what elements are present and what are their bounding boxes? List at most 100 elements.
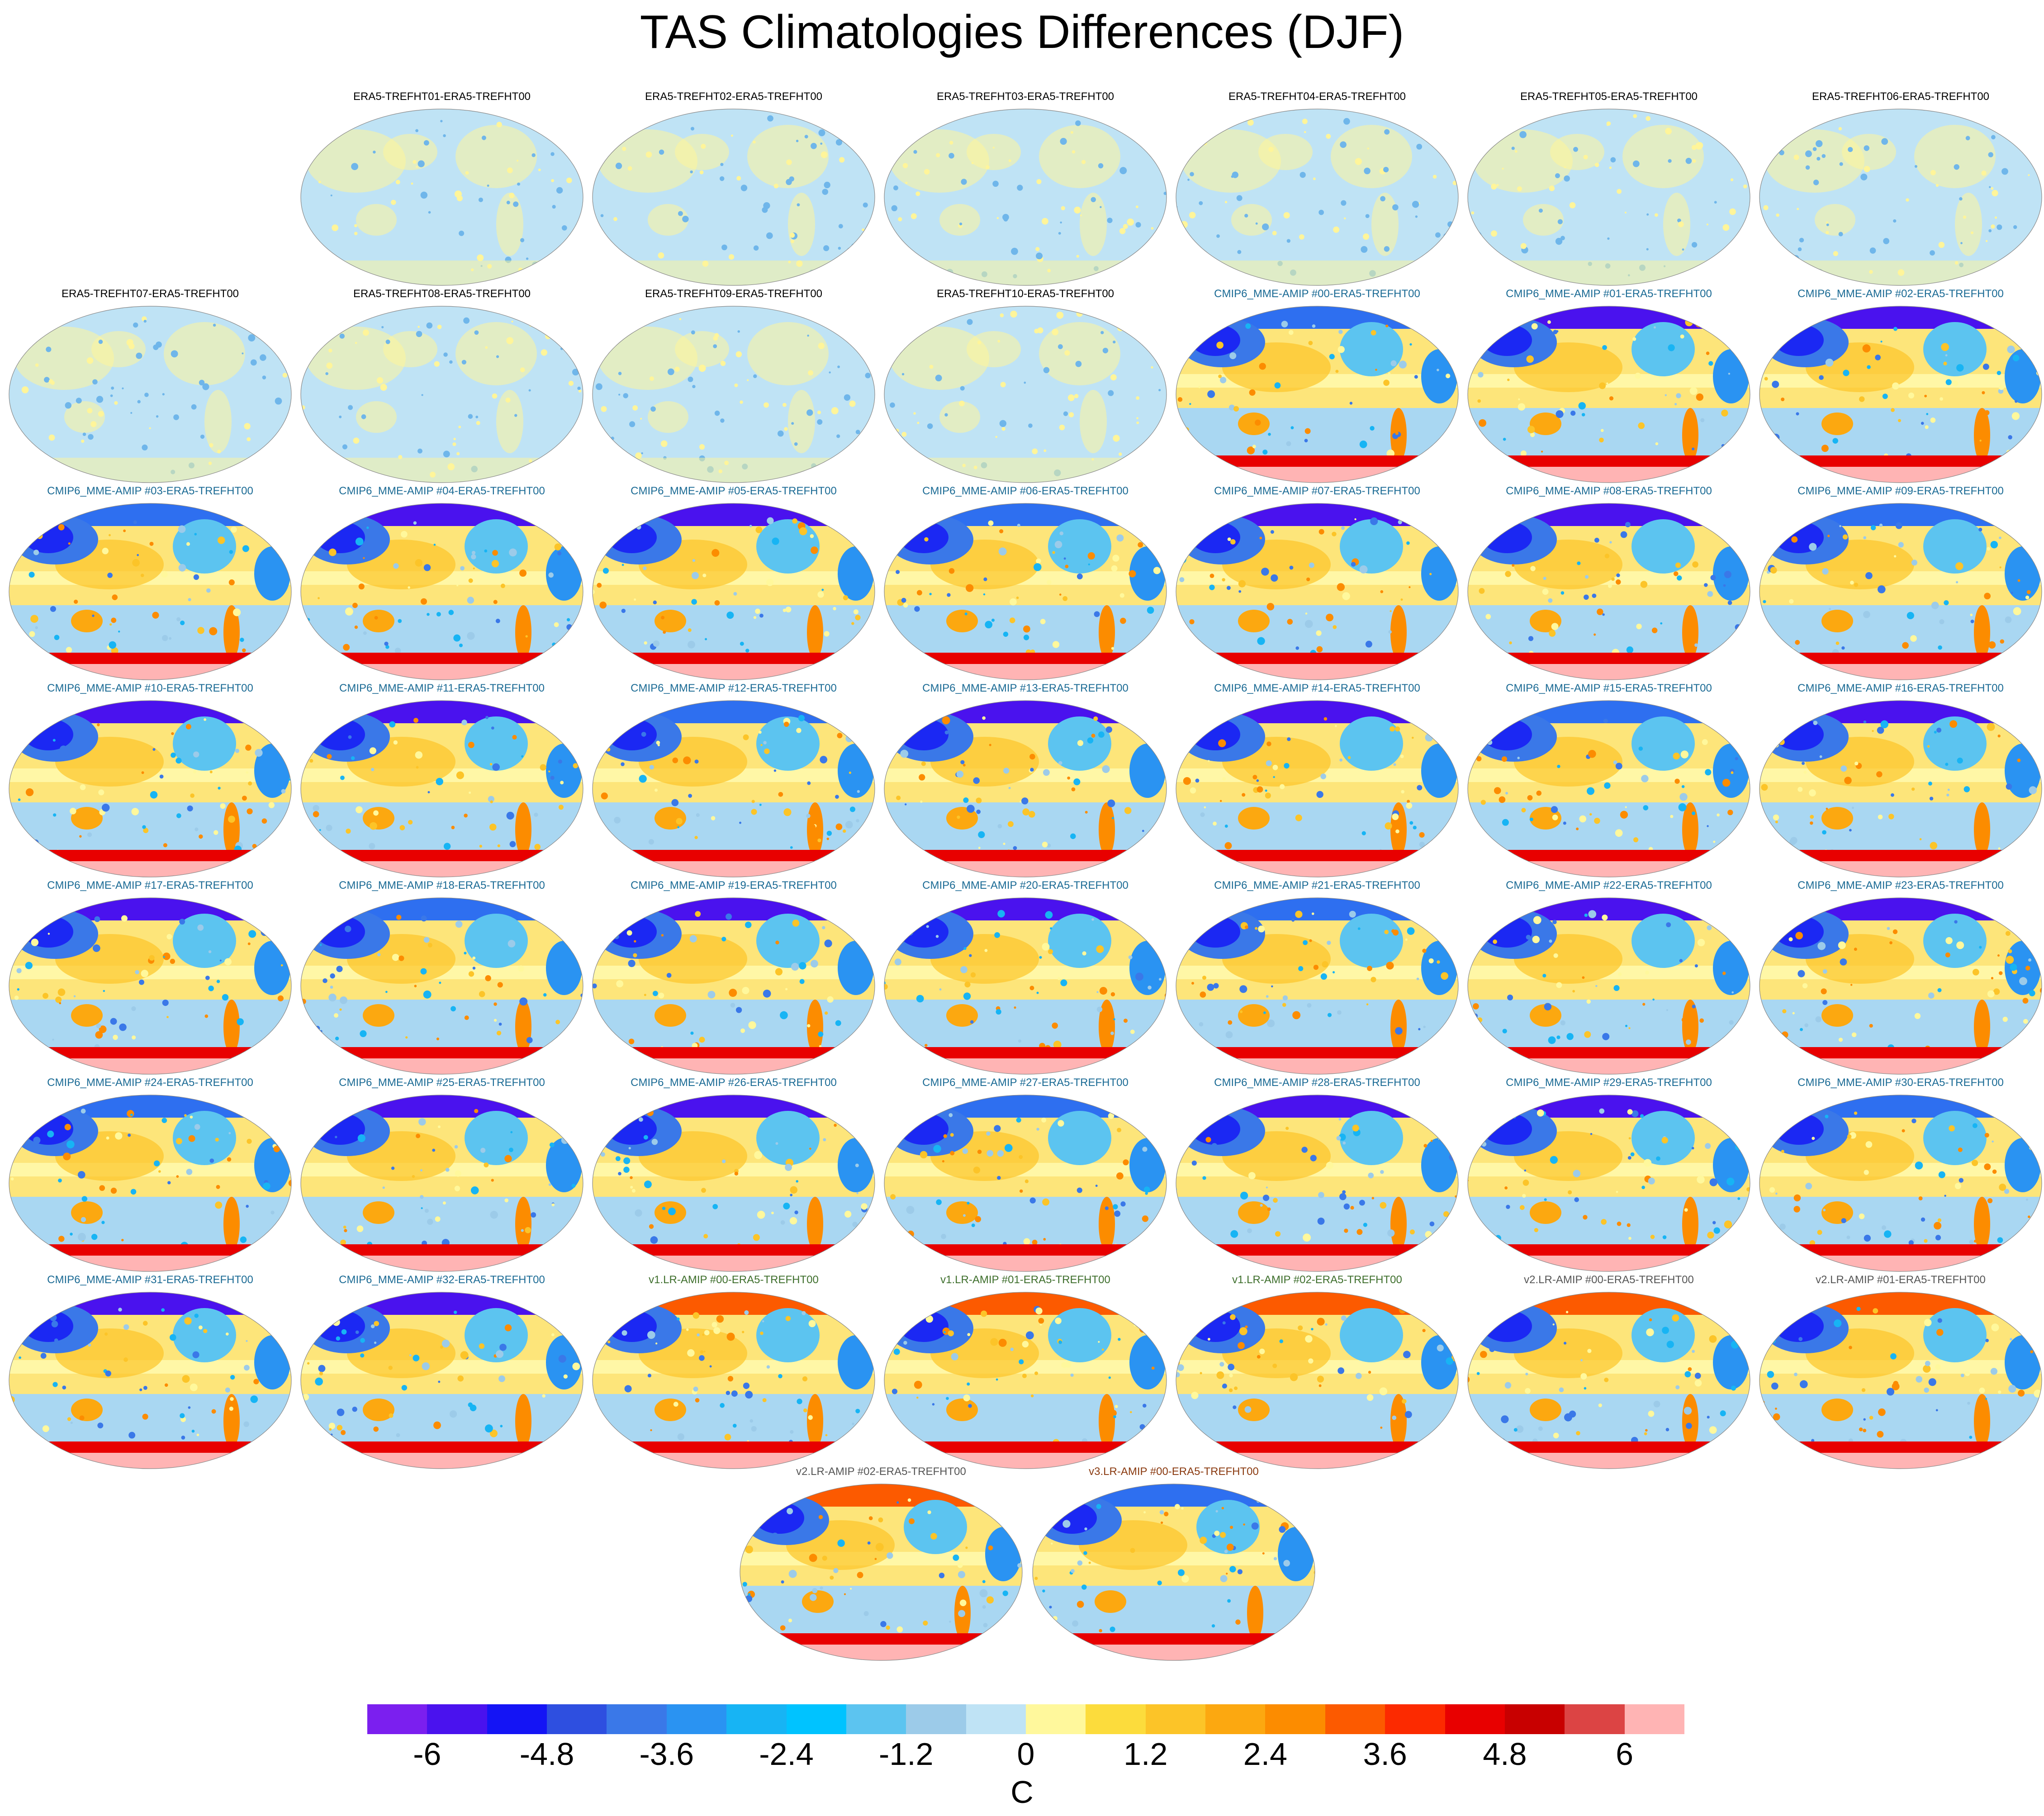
map-panel-title: CMIP6_MME-AMIP #29-ERA5-TREFHT00: [1506, 1076, 1712, 1089]
map-robinson-projection: [1176, 503, 1459, 680]
colorbar-bin: [846, 1704, 906, 1734]
map-robinson-projection: [1467, 1292, 1750, 1469]
map-panel-title: ERA5-TREFHT02-ERA5-TREFHT00: [645, 90, 823, 103]
map-panel-title: ERA5-TREFHT05-ERA5-TREFHT00: [1520, 90, 1698, 103]
map-panel-title: CMIP6_MME-AMIP #02-ERA5-TREFHT00: [1797, 288, 2004, 300]
colorbar-tick-label: -1.2: [878, 1736, 934, 1772]
map-panel: CMIP6_MME-AMIP #04-ERA5-TREFHT00: [297, 485, 587, 686]
map-panel: ERA5-TREFHT07-ERA5-TREFHT00: [5, 288, 295, 489]
colorbar-bin: [1445, 1704, 1505, 1734]
map-panel: CMIP6_MME-AMIP #18-ERA5-TREFHT00: [297, 879, 587, 1081]
map-robinson-projection: [9, 1095, 292, 1272]
map-panel: ERA5-TREFHT08-ERA5-TREFHT00: [297, 288, 587, 489]
map-robinson-projection: [300, 306, 583, 483]
map-panel: ERA5-TREFHT06-ERA5-TREFHT00: [1756, 90, 2044, 292]
colorbar-bin: [547, 1704, 607, 1734]
map-panel-title: v1.LR-AMIP #00-ERA5-TREFHT00: [649, 1274, 819, 1286]
map-robinson-projection: [592, 700, 875, 877]
map-panel-title: ERA5-TREFHT09-ERA5-TREFHT00: [645, 288, 823, 300]
colorbar: [367, 1704, 1685, 1734]
colorbar-bin: [1565, 1704, 1625, 1734]
map-panel-title: CMIP6_MME-AMIP #20-ERA5-TREFHT00: [922, 879, 1129, 891]
map-panel: CMIP6_MME-AMIP #08-ERA5-TREFHT00: [1464, 485, 1754, 686]
map-panel-title: v2.LR-AMIP #02-ERA5-TREFHT00: [796, 1465, 966, 1478]
map-panel: CMIP6_MME-AMIP #22-ERA5-TREFHT00: [1464, 879, 1754, 1081]
map-panel: CMIP6_MME-AMIP #15-ERA5-TREFHT00: [1464, 682, 1754, 883]
colorbar-tick-labels: -6 -4.8 -3.6 -2.4 -1.2 0 1.2 2.4 3.6 4.8 6: [0, 1736, 2044, 1777]
map-panel-title: CMIP6_MME-AMIP #21-ERA5-TREFHT00: [1214, 879, 1420, 891]
map-robinson-projection: [1467, 1095, 1750, 1272]
map-panel: v1.LR-AMIP #01-ERA5-TREFHT00: [881, 1274, 1170, 1475]
map-panel: CMIP6_MME-AMIP #10-ERA5-TREFHT00: [5, 682, 295, 883]
map-panel: CMIP6_MME-AMIP #20-ERA5-TREFHT00: [881, 879, 1170, 1081]
map-panel-title: CMIP6_MME-AMIP #27-ERA5-TREFHT00: [922, 1076, 1129, 1089]
map-robinson-projection: [1467, 700, 1750, 877]
map-panel: CMIP6_MME-AMIP #28-ERA5-TREFHT00: [1172, 1076, 1462, 1278]
map-robinson-projection: [1176, 1095, 1459, 1272]
map-robinson-projection: [1759, 700, 2042, 877]
map-panel: CMIP6_MME-AMIP #07-ERA5-TREFHT00: [1172, 485, 1462, 686]
map-panel-title: CMIP6_MME-AMIP #18-ERA5-TREFHT00: [339, 879, 545, 891]
map-panel: v1.LR-AMIP #00-ERA5-TREFHT00: [589, 1274, 878, 1475]
map-panel: CMIP6_MME-AMIP #27-ERA5-TREFHT00: [881, 1076, 1170, 1278]
map-panel-title: CMIP6_MME-AMIP #01-ERA5-TREFHT00: [1506, 288, 1712, 300]
map-panel: v3.LR-AMIP #00-ERA5-TREFHT00: [1029, 1465, 1318, 1667]
map-panel-title: CMIP6_MME-AMIP #19-ERA5-TREFHT00: [631, 879, 837, 891]
map-robinson-projection: [1759, 1292, 2042, 1469]
map-panel: ERA5-TREFHT03-ERA5-TREFHT00: [881, 90, 1170, 292]
map-robinson-projection: [1759, 503, 2042, 680]
map-robinson-projection: [1176, 700, 1459, 877]
colorbar-tick-label: -6: [413, 1736, 441, 1772]
map-panel: CMIP6_MME-AMIP #03-ERA5-TREFHT00: [5, 485, 295, 686]
map-robinson-projection: [9, 897, 292, 1075]
map-panel: CMIP6_MME-AMIP #06-ERA5-TREFHT00: [881, 485, 1170, 686]
map-panel-title: CMIP6_MME-AMIP #26-ERA5-TREFHT00: [631, 1076, 837, 1089]
colorbar-bin: [1026, 1704, 1086, 1734]
map-panel-title: v3.LR-AMIP #00-ERA5-TREFHT00: [1089, 1465, 1259, 1478]
map-robinson-projection: [1759, 1095, 2042, 1272]
map-panel: CMIP6_MME-AMIP #17-ERA5-TREFHT00: [5, 879, 295, 1081]
map-robinson-projection: [592, 897, 875, 1075]
map-panel-title: CMIP6_MME-AMIP #04-ERA5-TREFHT00: [339, 485, 545, 497]
map-panel: CMIP6_MME-AMIP #26-ERA5-TREFHT00: [589, 1076, 878, 1278]
map-panel: ERA5-TREFHT01-ERA5-TREFHT00: [297, 90, 587, 292]
map-panel: CMIP6_MME-AMIP #09-ERA5-TREFHT00: [1756, 485, 2044, 686]
map-panel-title: CMIP6_MME-AMIP #06-ERA5-TREFHT00: [922, 485, 1129, 497]
map-panel-title: CMIP6_MME-AMIP #25-ERA5-TREFHT00: [339, 1076, 545, 1089]
map-robinson-projection: [1759, 109, 2042, 286]
map-robinson-projection: [884, 1095, 1167, 1272]
map-panel: v1.LR-AMIP #02-ERA5-TREFHT00: [1172, 1274, 1462, 1475]
map-panel-title: CMIP6_MME-AMIP #22-ERA5-TREFHT00: [1506, 879, 1712, 891]
map-robinson-projection: [592, 1095, 875, 1272]
map-panel: ERA5-TREFHT04-ERA5-TREFHT00: [1172, 90, 1462, 292]
colorbar-tick-label: 2.4: [1243, 1736, 1288, 1772]
map-panel-title: ERA5-TREFHT06-ERA5-TREFHT00: [1812, 90, 1990, 103]
map-robinson-projection: [300, 109, 583, 286]
map-panel-title: CMIP6_MME-AMIP #11-ERA5-TREFHT00: [339, 682, 545, 694]
map-panel-title: ERA5-TREFHT04-ERA5-TREFHT00: [1228, 90, 1406, 103]
map-panel: ERA5-TREFHT09-ERA5-TREFHT00: [589, 288, 878, 489]
map-robinson-projection: [592, 109, 875, 286]
map-panel: CMIP6_MME-AMIP #25-ERA5-TREFHT00: [297, 1076, 587, 1278]
colorbar-units: C: [1010, 1774, 1034, 1810]
map-panel: CMIP6_MME-AMIP #01-ERA5-TREFHT00: [1464, 288, 1754, 489]
map-robinson-projection: [1467, 503, 1750, 680]
map-robinson-projection: [1759, 306, 2042, 483]
colorbar-bin: [666, 1704, 727, 1734]
map-panel-title: CMIP6_MME-AMIP #07-ERA5-TREFHT00: [1214, 485, 1420, 497]
map-panel-title: CMIP6_MME-AMIP #13-ERA5-TREFHT00: [922, 682, 1129, 694]
map-robinson-projection: [9, 1292, 292, 1469]
map-panel: v2.LR-AMIP #02-ERA5-TREFHT00: [736, 1465, 1026, 1667]
map-panel: CMIP6_MME-AMIP #00-ERA5-TREFHT00: [1172, 288, 1462, 489]
map-panel: CMIP6_MME-AMIP #32-ERA5-TREFHT00: [297, 1274, 587, 1475]
map-robinson-projection: [300, 503, 583, 680]
map-panel: CMIP6_MME-AMIP #30-ERA5-TREFHT00: [1756, 1076, 2044, 1278]
map-panel: CMIP6_MME-AMIP #21-ERA5-TREFHT00: [1172, 879, 1462, 1081]
map-panel: ERA5-TREFHT10-ERA5-TREFHT00: [881, 288, 1170, 489]
colorbar-bin: [1086, 1704, 1146, 1734]
map-panel-title: CMIP6_MME-AMIP #28-ERA5-TREFHT00: [1214, 1076, 1420, 1089]
map-robinson-projection: [1176, 109, 1459, 286]
colorbar-tick-label: 6: [1616, 1736, 1634, 1772]
map-robinson-projection: [884, 700, 1167, 877]
colorbar-bin: [1624, 1704, 1685, 1734]
